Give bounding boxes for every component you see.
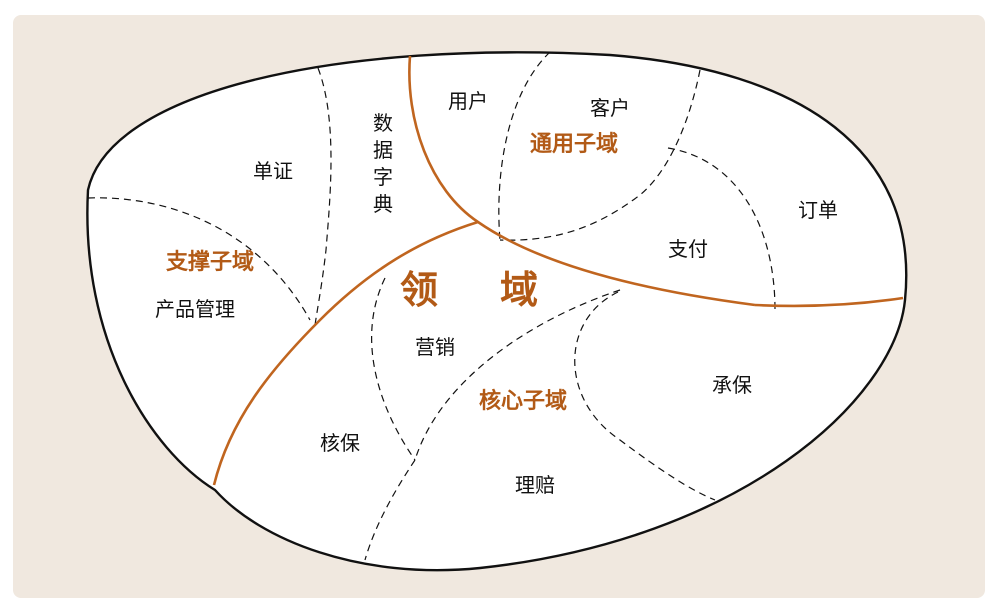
separator-voucher-datadict: [314, 67, 332, 326]
separator-order-payment: [667, 147, 776, 311]
module-data-dictionary-char-2: 据: [373, 138, 393, 162]
core-subdomain-label: 核心子域: [479, 388, 567, 414]
module-data-dictionary-char-3: 字: [373, 165, 393, 189]
module-customer: 客户: [590, 96, 630, 120]
module-user: 用户: [448, 89, 488, 113]
module-claims: 理赔: [515, 473, 555, 497]
module-marketing: 营销: [415, 335, 455, 359]
separator-marketing-claims: [414, 289, 621, 461]
separator-customer-order: [499, 69, 701, 241]
module-voucher: 单证: [253, 159, 293, 183]
boundary-generic-left: [408, 55, 756, 307]
module-underwriting: 核保: [320, 431, 360, 455]
boundary-generic-right: [754, 296, 904, 308]
separator-marketing-underwriting: [371, 277, 416, 461]
domain-title-right: 域: [500, 268, 538, 312]
module-data-dictionary-char-4: 典: [373, 192, 393, 216]
supporting-subdomain-label: 支撑子域: [166, 249, 254, 275]
module-policy-issuance: 承保: [712, 373, 752, 397]
separator-underwriting-claims: [364, 459, 416, 561]
generic-subdomain-label: 通用子域: [530, 131, 618, 157]
module-order: 订单: [798, 198, 838, 222]
boundary-supporting: [212, 220, 479, 486]
module-payment: 支付: [668, 237, 708, 261]
module-product-management: 产品管理: [155, 297, 235, 321]
separator-voucher-product: [87, 197, 311, 321]
module-data-dictionary-char-1: 数: [373, 111, 393, 135]
domain-outline: [86, 51, 908, 572]
module-separators: [87, 51, 776, 561]
domain-title-left: 领: [400, 268, 438, 312]
subdomain-boundaries: [212, 55, 904, 486]
separator-user-customer: [498, 51, 551, 241]
